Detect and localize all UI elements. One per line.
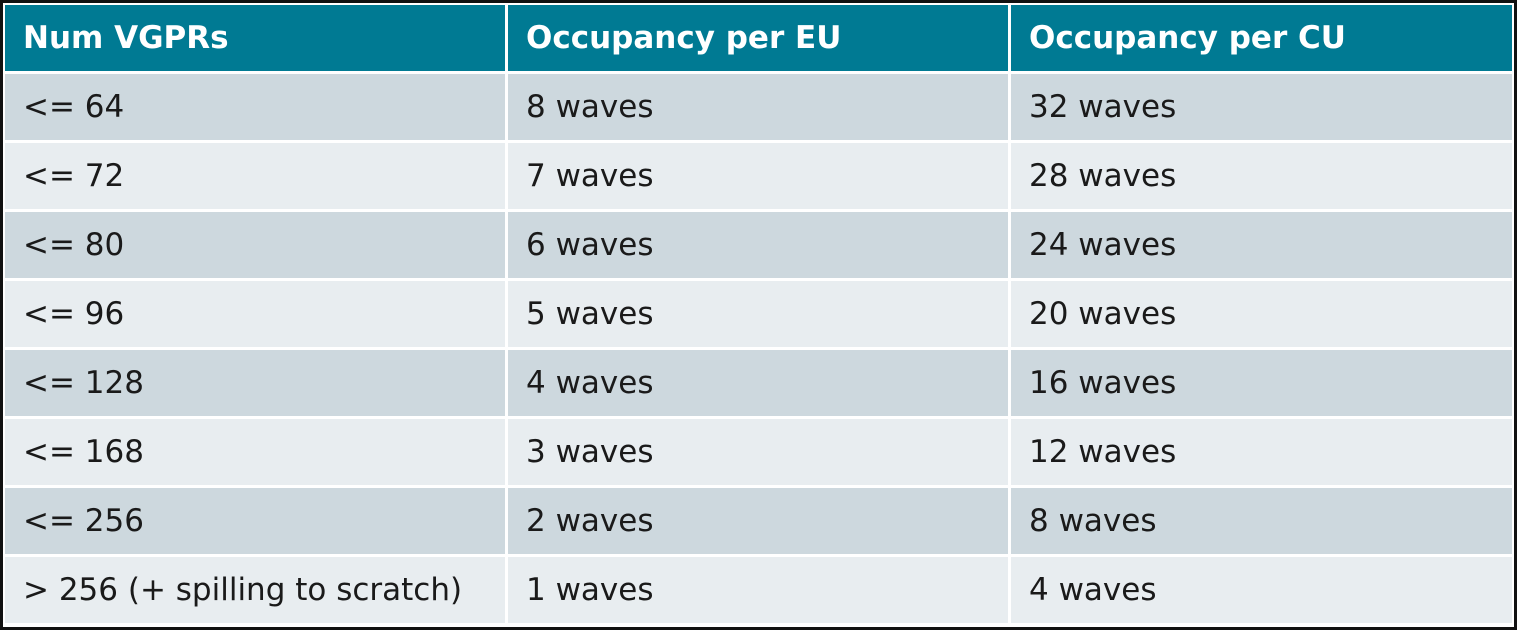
table-cell: <= 256 [5,488,505,554]
table-cell: <= 72 [5,143,505,209]
table-cell: 32 waves [1011,74,1512,140]
table-cell: 2 waves [508,488,1008,554]
table-cell: <= 168 [5,419,505,485]
table-cell: <= 80 [5,212,505,278]
table-cell: 8 waves [1011,488,1512,554]
table-cell: 4 waves [1011,557,1512,623]
table: Num VGPRs Occupancy per EU Occupancy per C… [5,5,1512,623]
table-cell: <= 96 [5,281,505,347]
table-cell: <= 128 [5,350,505,416]
table-cell: 24 waves [1011,212,1512,278]
table-cell: 6 waves [508,212,1008,278]
table-cell: 1 waves [508,557,1008,623]
table-cell: 5 waves [508,281,1008,347]
table-cell: 12 waves [1011,419,1512,485]
table-cell: 7 waves [508,143,1008,209]
header-cell: Occupancy per CU [1011,5,1512,71]
table-frame: Num VGPRs Occupancy per EU Occupancy per C… [3,3,1514,627]
table-cell: <= 64 [5,74,505,140]
header-cell: Occupancy per EU [508,5,1008,71]
table-cell: 8 waves [508,74,1008,140]
header-cell: Num VGPRs [5,5,505,71]
table-cell: 20 waves [1011,281,1512,347]
table-cell: > 256 (+ spilling to scratch) [5,557,505,623]
table-cell: 16 waves [1011,350,1512,416]
table-cell: 28 waves [1011,143,1512,209]
table-cell: 4 waves [508,350,1008,416]
table-cell: 3 waves [508,419,1008,485]
